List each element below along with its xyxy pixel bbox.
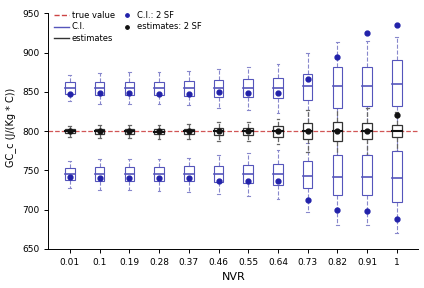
Y-axis label: GC_c (J/(Kg * C)): GC_c (J/(Kg * C)) [6, 88, 17, 167]
FancyBboxPatch shape [392, 60, 402, 106]
FancyBboxPatch shape [273, 126, 283, 137]
FancyBboxPatch shape [273, 164, 283, 185]
FancyBboxPatch shape [184, 129, 193, 134]
FancyBboxPatch shape [243, 128, 253, 135]
FancyBboxPatch shape [95, 129, 104, 134]
FancyBboxPatch shape [184, 166, 193, 181]
FancyBboxPatch shape [65, 82, 75, 94]
FancyBboxPatch shape [154, 129, 164, 134]
FancyBboxPatch shape [214, 166, 223, 182]
FancyBboxPatch shape [95, 82, 104, 95]
FancyBboxPatch shape [303, 161, 312, 188]
FancyBboxPatch shape [154, 167, 164, 181]
FancyBboxPatch shape [333, 67, 342, 108]
FancyBboxPatch shape [243, 165, 253, 183]
FancyBboxPatch shape [363, 155, 372, 196]
FancyBboxPatch shape [273, 78, 283, 98]
FancyBboxPatch shape [154, 82, 164, 95]
FancyBboxPatch shape [303, 123, 312, 139]
FancyBboxPatch shape [363, 123, 372, 139]
FancyBboxPatch shape [125, 82, 134, 95]
FancyBboxPatch shape [125, 129, 134, 134]
FancyBboxPatch shape [363, 67, 372, 106]
FancyBboxPatch shape [243, 79, 253, 97]
FancyBboxPatch shape [333, 122, 342, 141]
FancyBboxPatch shape [303, 74, 312, 100]
FancyBboxPatch shape [392, 125, 402, 137]
FancyBboxPatch shape [65, 129, 75, 133]
FancyBboxPatch shape [95, 167, 104, 181]
FancyBboxPatch shape [184, 81, 193, 96]
X-axis label: NVR: NVR [221, 272, 245, 283]
Legend: true value, C.I., estimates, C.I.: 2 SF, estimates: 2 SF: true value, C.I., estimates, C.I.: 2 SF,… [53, 10, 204, 44]
FancyBboxPatch shape [65, 168, 75, 180]
FancyBboxPatch shape [214, 80, 223, 96]
FancyBboxPatch shape [214, 128, 223, 135]
FancyBboxPatch shape [333, 155, 342, 196]
FancyBboxPatch shape [392, 151, 402, 202]
FancyBboxPatch shape [125, 167, 134, 181]
